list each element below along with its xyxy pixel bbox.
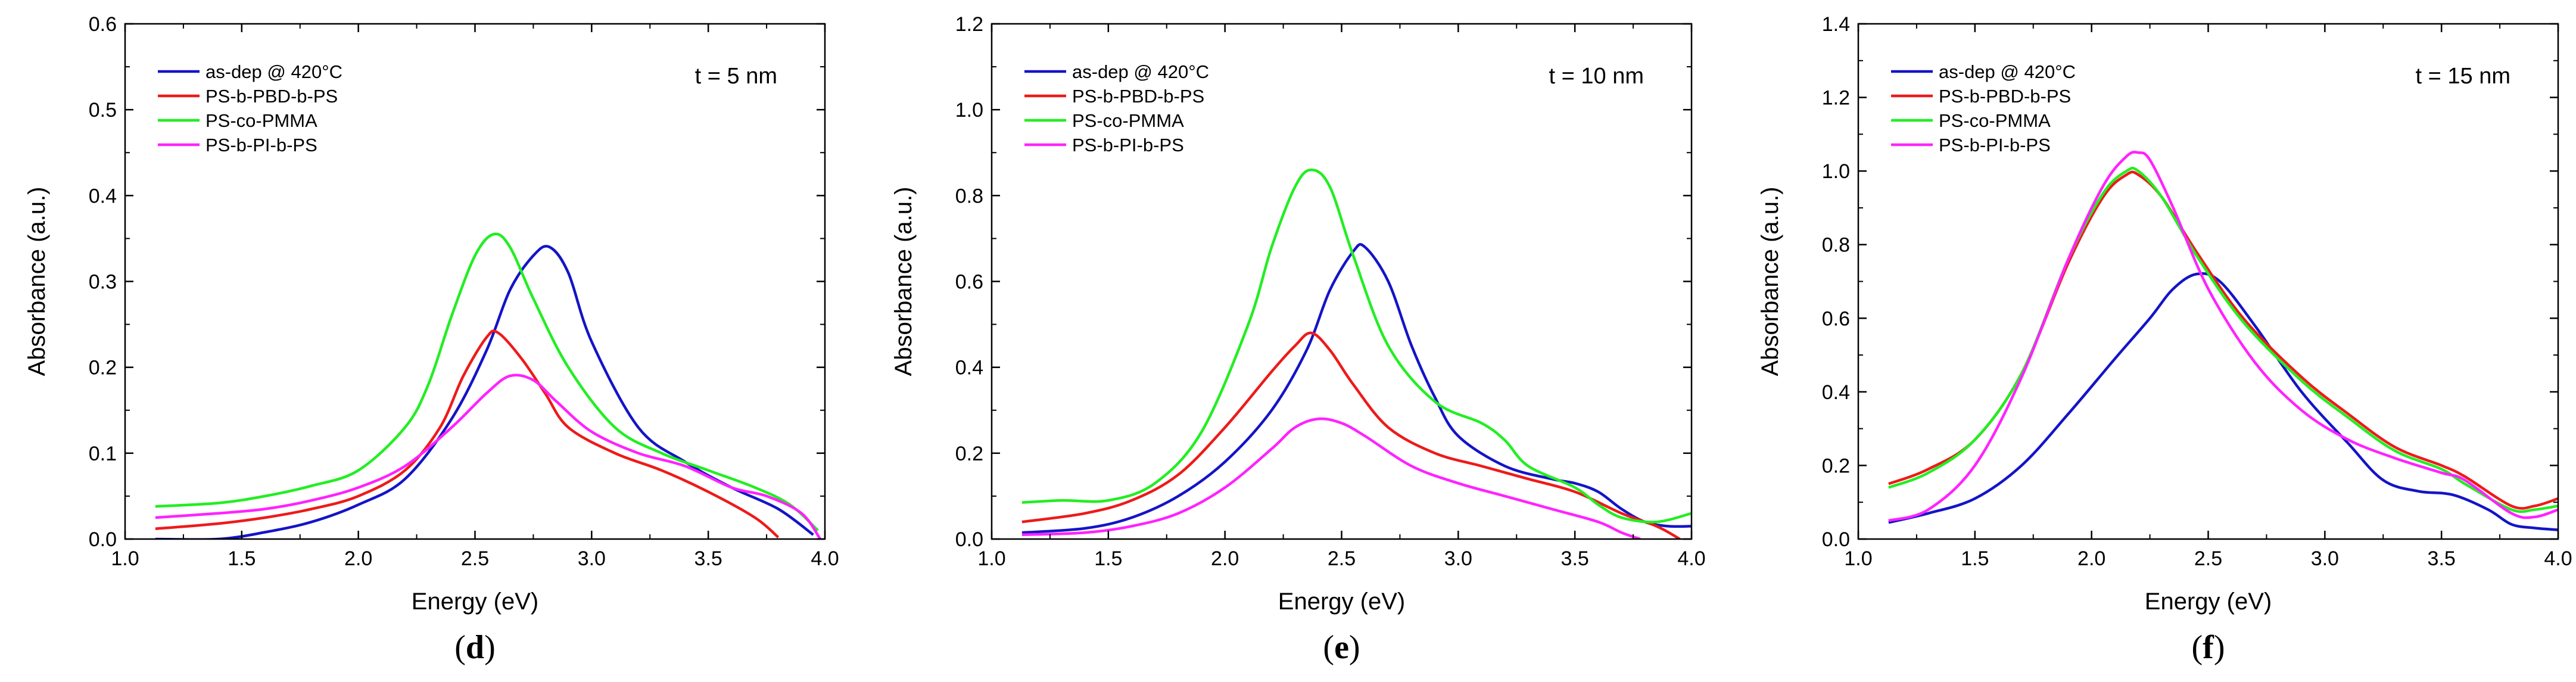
x-tick-label: 3.0 xyxy=(578,547,606,570)
y-tick-label: 0.2 xyxy=(1822,454,1850,477)
series-line-as-dep xyxy=(1888,272,2558,531)
x-tick-label: 2.0 xyxy=(2077,547,2105,570)
y-tick-label: 0.0 xyxy=(89,528,117,551)
legend-label: PS-co-PMMA xyxy=(205,110,317,131)
chart-panel-e: 1.0 1.5 2.0 2.5 3.0 3.5 4.0 0.0 0.2 0.4 0.6 0.8 1.0 1… xyxy=(890,13,1706,666)
panel-label: (e) xyxy=(1323,629,1360,666)
x-tick-label: 1.5 xyxy=(1961,547,1989,570)
y-tick-label: 0.6 xyxy=(955,271,983,294)
x-tick-label: 1.0 xyxy=(111,547,139,570)
y-axis-title: Absorbance (a.u.) xyxy=(890,187,917,376)
chart-panel-d: 1.0 1.5 2.0 2.5 3.0 3.5 4.0 0.0 0.1 0.2 0.3 0.4 0.5 0… xyxy=(24,13,839,666)
y-tick-label: 0.0 xyxy=(1822,528,1850,551)
y-tick-label: 0.3 xyxy=(89,271,117,294)
y-tick-label: 0.6 xyxy=(89,13,117,36)
y-tick-label: 0.6 xyxy=(1822,307,1850,330)
legend-label: PS-b-PBD-b-PS xyxy=(1072,86,1204,107)
x-tick-label: 4.0 xyxy=(1677,547,1705,570)
y-tick-label: 1.2 xyxy=(1822,87,1850,110)
legend-label: as-dep @ 420°C xyxy=(205,61,342,82)
legend-label: PS-co-PMMA xyxy=(1072,110,1184,131)
x-tick-label: 2.5 xyxy=(2194,547,2222,570)
y-tick-label: 0.5 xyxy=(89,99,117,122)
y-tick-label: 0.4 xyxy=(89,185,117,207)
panel-letter: f xyxy=(2203,629,2214,666)
panel-letter: d xyxy=(466,629,484,666)
legend-label: PS-b-PI-b-PS xyxy=(1939,135,2051,155)
x-tick-label: 2.5 xyxy=(461,547,489,570)
y-tick-label: 0.2 xyxy=(89,357,117,379)
x-tick-label: 4.0 xyxy=(811,547,839,570)
panel-label: (f) xyxy=(2192,629,2225,666)
y-tick-label: 0.8 xyxy=(955,185,983,207)
x-axis-title: Energy (eV) xyxy=(2145,588,2272,615)
chart-panel-f: 1.0 1.5 2.0 2.5 3.0 3.5 4.0 0.0 0.2 0.4 0.6 0.8 1.0 1… xyxy=(1757,13,2572,666)
legend: as-dep @ 420°C PS-b-PBD-b-PS PS-co-PMMA PS-… xyxy=(1891,61,2076,155)
series-line-pi xyxy=(1888,151,2558,522)
legend-label: PS-b-PBD-b-PS xyxy=(1939,86,2071,107)
thickness-annotation: t = 5 nm xyxy=(695,64,777,89)
y-tick-label: 0.2 xyxy=(955,443,983,465)
panel-label: (d) xyxy=(454,629,495,666)
thickness-annotation: t = 15 nm xyxy=(2416,64,2510,89)
x-tick-label: 3.5 xyxy=(1561,547,1589,570)
legend-label: as-dep @ 420°C xyxy=(1939,61,2076,82)
series-line-pbd xyxy=(155,329,780,538)
legend-label: PS-b-PBD-b-PS xyxy=(205,86,338,107)
x-tick-label: 1.0 xyxy=(977,547,1005,570)
x-tick-label: 3.5 xyxy=(2428,547,2456,570)
y-tick-label: 0.1 xyxy=(89,443,117,465)
thickness-annotation: t = 10 nm xyxy=(1549,64,1644,89)
y-tick-label: 1.0 xyxy=(1822,160,1850,183)
y-tick-label: 1.4 xyxy=(1822,13,1850,36)
y-axis-title: Absorbance (a.u.) xyxy=(1757,187,1783,376)
x-axis-title: Energy (eV) xyxy=(412,588,538,615)
series-line-pbd xyxy=(1021,331,1681,539)
x-tick-label: 1.5 xyxy=(228,547,256,570)
x-tick-label: 2.0 xyxy=(344,547,372,570)
x-tick-label: 3.5 xyxy=(694,547,722,570)
y-tick-label: 1.0 xyxy=(955,99,983,122)
legend-label: as-dep @ 420°C xyxy=(1072,61,1209,82)
legend: as-dep @ 420°C PS-b-PBD-b-PS PS-co-PMMA PS-… xyxy=(158,61,342,155)
x-axis-title: Energy (eV) xyxy=(1278,588,1405,615)
panel-letter: e xyxy=(1334,629,1349,666)
x-tick-label: 3.0 xyxy=(1444,547,1472,570)
series-line-pmma xyxy=(155,232,819,532)
legend-label: PS-co-PMMA xyxy=(1939,110,2051,131)
y-tick-label: 0.8 xyxy=(1822,234,1850,257)
series-line-pi xyxy=(155,373,822,539)
series-line-pi xyxy=(1021,417,1641,539)
series-line-pbd xyxy=(1888,170,2558,510)
y-tick-label: 0.4 xyxy=(955,357,983,379)
series-line-pmma xyxy=(1888,166,2558,513)
x-tick-label: 2.5 xyxy=(1328,547,1356,570)
x-tick-label: 4.0 xyxy=(2544,547,2572,570)
y-tick-label: 0.0 xyxy=(955,528,983,551)
y-tick-label: 1.2 xyxy=(955,13,983,36)
x-tick-label: 2.0 xyxy=(1211,547,1239,570)
legend-label: PS-b-PI-b-PS xyxy=(205,135,317,155)
y-tick-label: 0.4 xyxy=(1822,381,1850,404)
y-axis-title: Absorbance (a.u.) xyxy=(24,187,50,376)
x-tick-label: 1.0 xyxy=(1844,547,1872,570)
series-line-as-dep xyxy=(1021,243,1692,534)
legend-label: PS-b-PI-b-PS xyxy=(1072,135,1184,155)
legend: as-dep @ 420°C PS-b-PBD-b-PS PS-co-PMMA PS-… xyxy=(1024,61,1209,155)
x-tick-label: 1.5 xyxy=(1094,547,1122,570)
series-line-pmma xyxy=(1021,168,1692,524)
x-tick-label: 3.0 xyxy=(2311,547,2339,570)
